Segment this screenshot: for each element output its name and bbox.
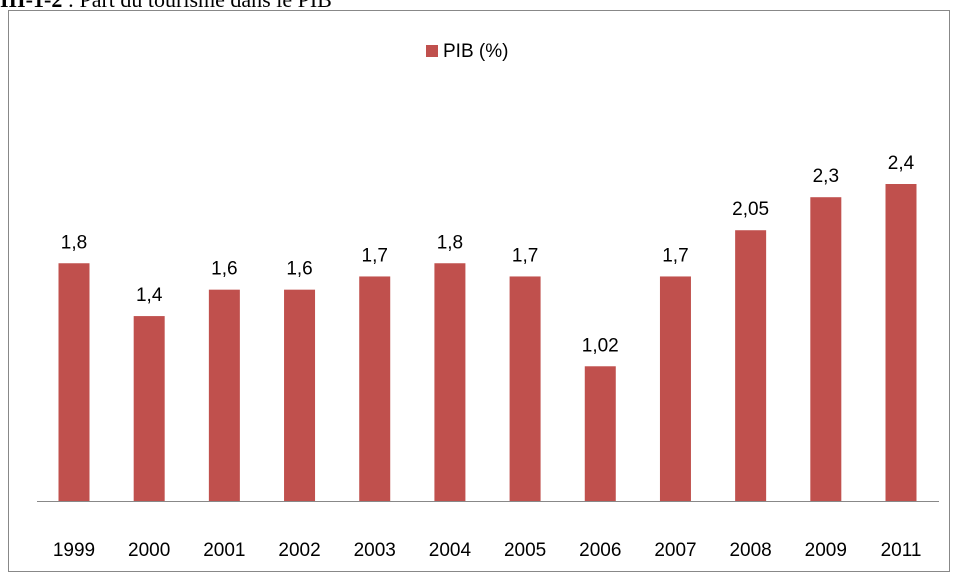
x-tick-label: 1999 — [53, 540, 95, 561]
bar — [133, 316, 165, 501]
bar — [359, 276, 391, 501]
x-tick-label: 2003 — [354, 540, 396, 561]
bar — [810, 197, 842, 502]
data-label: 1,6 — [211, 259, 237, 280]
x-tick-label: 2000 — [128, 540, 170, 561]
data-label: 1,7 — [662, 245, 688, 266]
data-label: 2,05 — [732, 199, 769, 220]
x-tick-label: 2006 — [579, 540, 621, 561]
data-label: 1,8 — [437, 232, 463, 253]
bar — [284, 289, 316, 501]
title-text: : Part du tourisme dans le PIB — [68, 0, 332, 12]
data-label: 2,3 — [813, 166, 839, 187]
bar — [434, 263, 466, 501]
bar — [208, 289, 240, 501]
x-tick-label: 2011 — [881, 540, 922, 561]
data-label: 1,4 — [136, 285, 163, 306]
legend-label: PIB (%) — [443, 41, 508, 62]
bar — [885, 184, 917, 501]
chart-frame — [8, 10, 950, 572]
x-tick-label: 2009 — [805, 540, 847, 561]
data-label: 1,8 — [61, 232, 87, 253]
bar — [58, 263, 90, 501]
bar — [735, 230, 767, 501]
bar — [509, 276, 541, 501]
title-number: III-1-2 — [0, 0, 62, 12]
data-label: 1,7 — [512, 245, 538, 266]
data-label: 1,7 — [362, 245, 388, 266]
x-tick-label: 2002 — [278, 540, 320, 561]
bar — [584, 366, 616, 501]
x-tick-label: 2001 — [203, 540, 245, 561]
bar — [659, 276, 691, 501]
data-label: 2,4 — [888, 153, 915, 174]
chart-title: III-1-2 : Part du tourisme dans le PIB — [0, 0, 332, 13]
x-tick-label: 2008 — [729, 540, 771, 561]
legend-swatch — [426, 45, 438, 57]
data-label: 1,02 — [582, 335, 619, 356]
x-tick-label: 2004 — [429, 540, 472, 561]
x-tick-label: 2005 — [504, 540, 546, 561]
data-label: 1,6 — [286, 259, 312, 280]
x-tick-label: 2007 — [654, 540, 696, 561]
